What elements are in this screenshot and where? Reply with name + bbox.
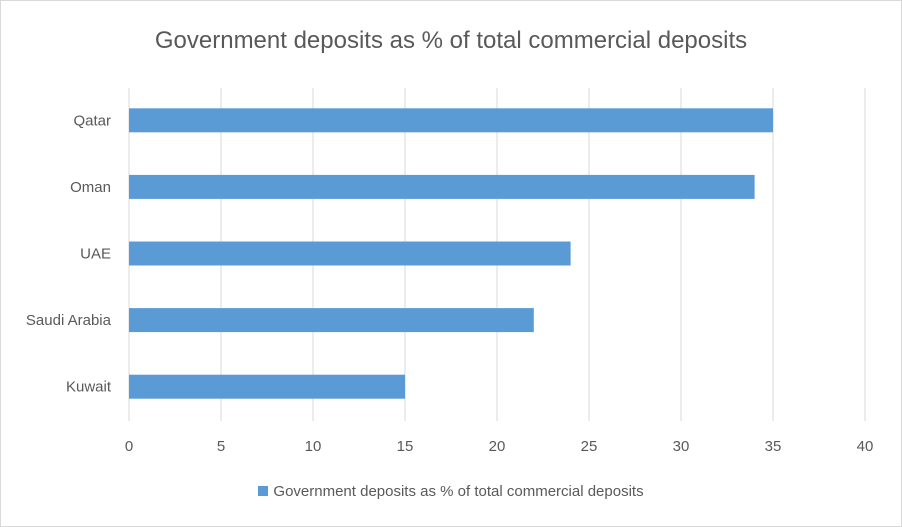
x-tick-label: 20: [489, 438, 506, 455]
y-category-label: Qatar: [73, 112, 111, 129]
chart-title: Government deposits as % of total commer…: [154, 27, 748, 54]
legend-label: Government deposits as % of total commer…: [273, 483, 644, 500]
x-tick-label: 10: [305, 438, 322, 455]
x-tick-label: 15: [397, 438, 414, 455]
y-category-label: Oman: [70, 179, 111, 196]
bar-oman: [129, 174, 755, 199]
x-tick-label: 40: [857, 438, 874, 455]
bar-saudi-arabia: [129, 308, 534, 333]
x-tick-label: 30: [673, 438, 690, 455]
bar-kuwait: [129, 374, 405, 399]
x-tick-label: 35: [765, 438, 782, 455]
x-tick-label: 5: [217, 438, 225, 455]
x-tick-label: 0: [125, 438, 133, 455]
legend-swatch: [258, 486, 269, 496]
x-tick-label: 25: [581, 438, 598, 455]
legend: Government deposits as % of total commer…: [1, 483, 901, 500]
y-category-label: UAE: [80, 246, 111, 263]
y-category-label: Kuwait: [66, 379, 112, 396]
bar-qatar: [129, 108, 773, 133]
bar-uae: [129, 241, 571, 266]
y-category-label: Saudi Arabia: [26, 312, 112, 329]
